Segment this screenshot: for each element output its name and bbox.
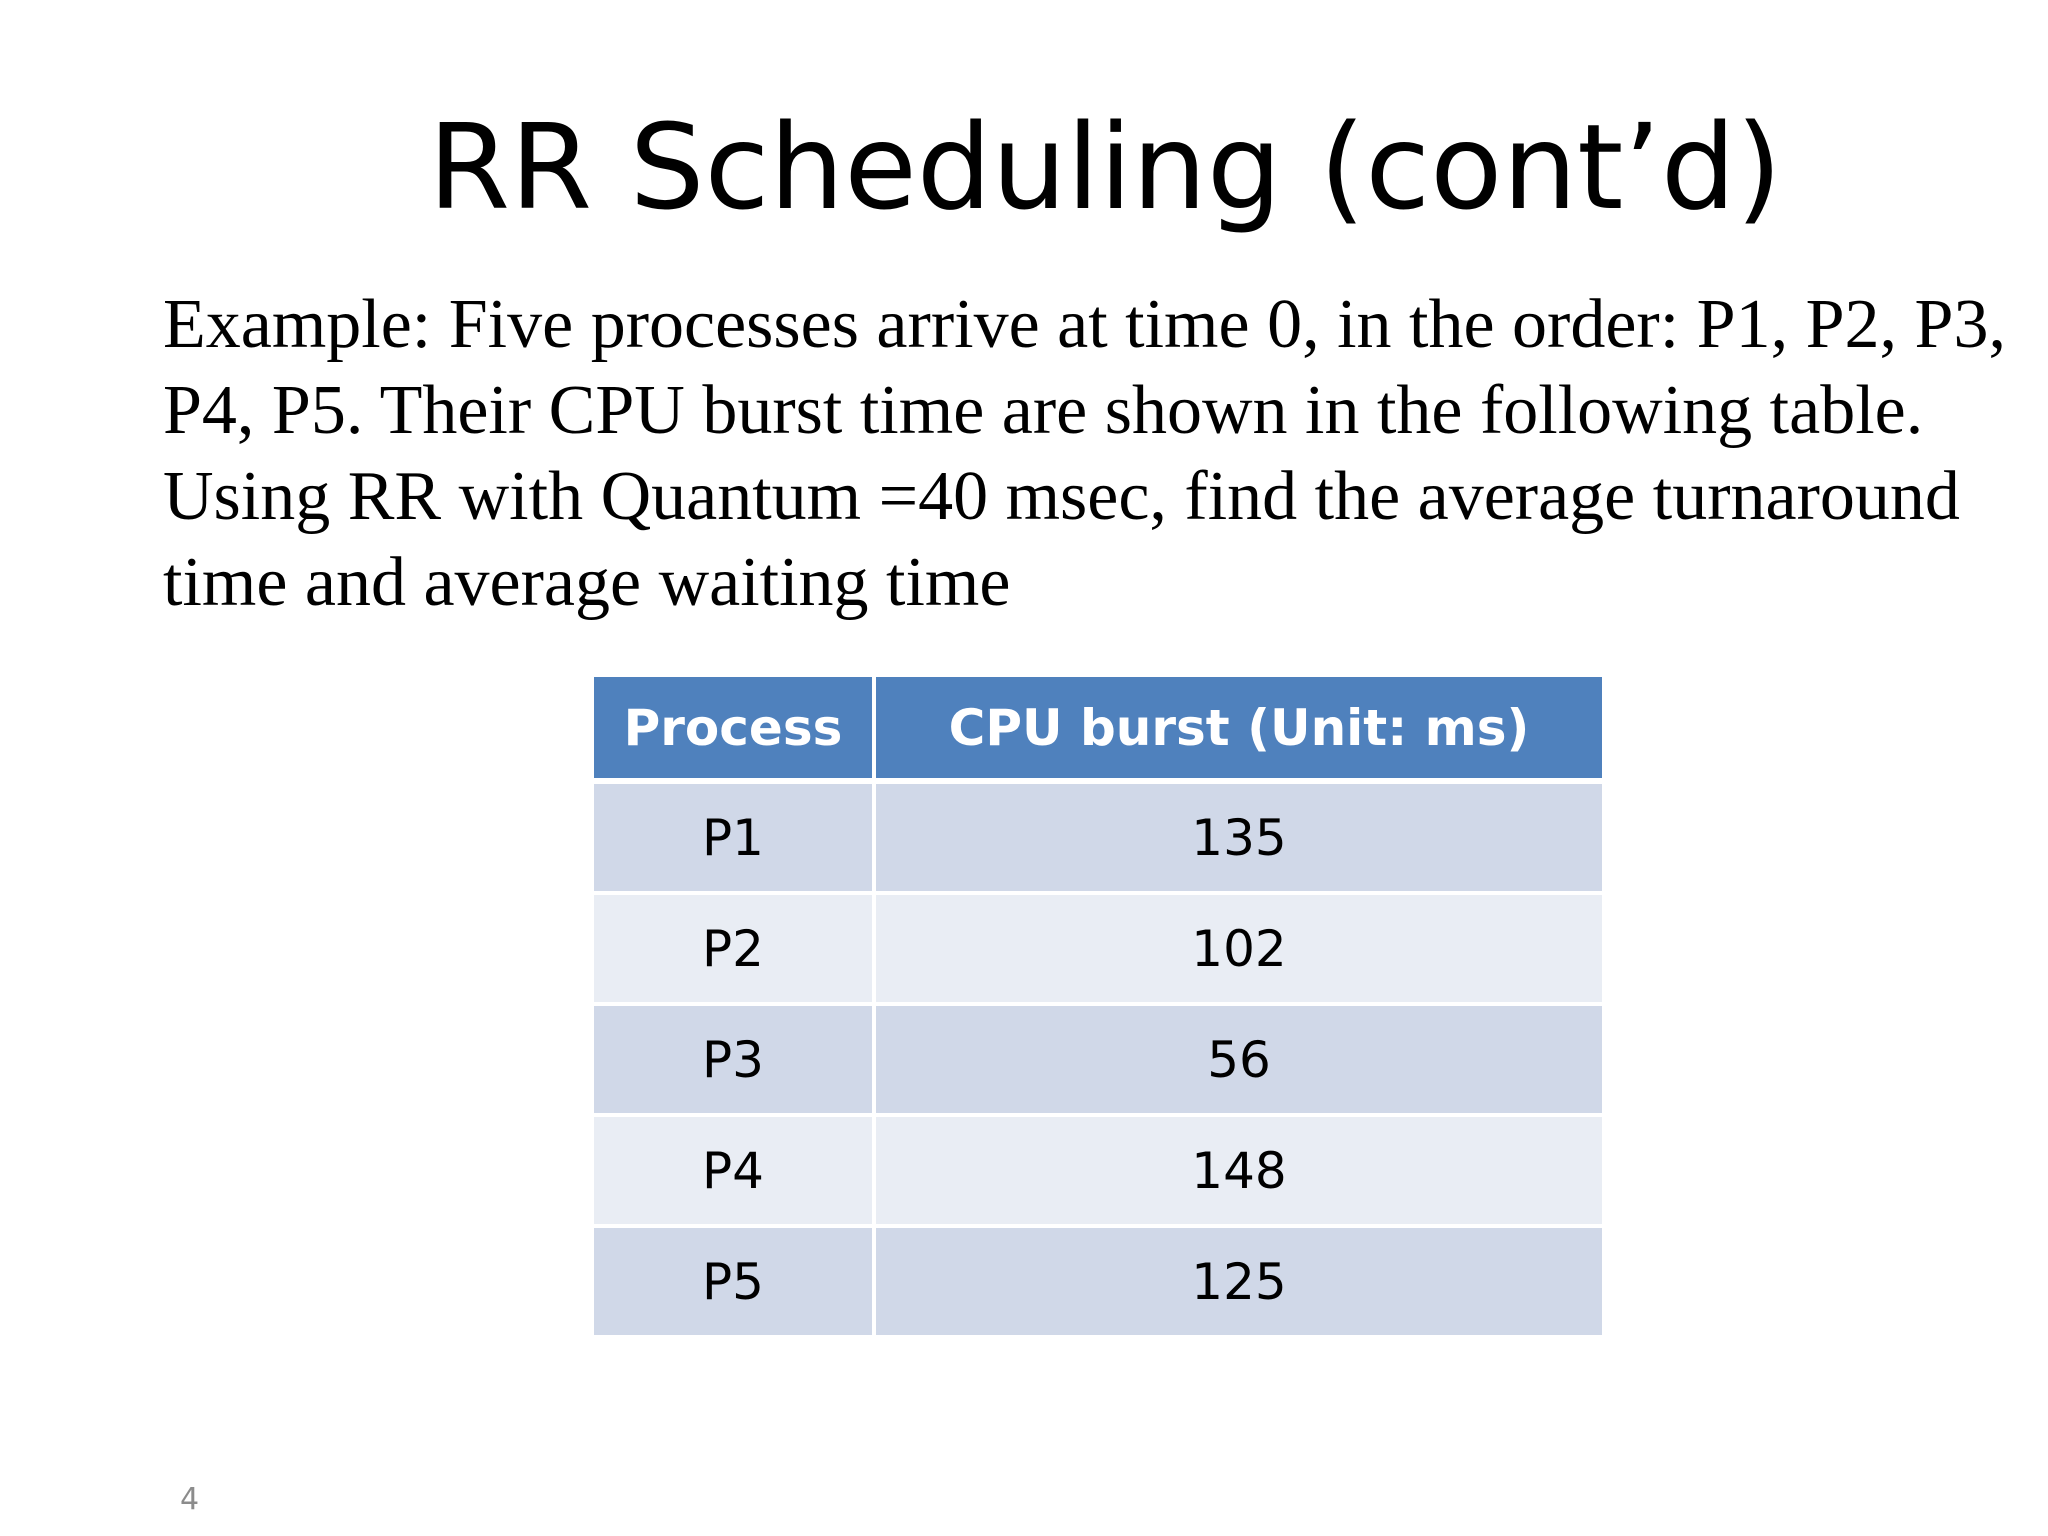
example-description: Example: Five processes arrive at time 0…	[163, 286, 2006, 621]
burst-cell: 148	[874, 1115, 1602, 1228]
process-cell: P3	[594, 1004, 876, 1117]
process-cell: P2	[594, 893, 876, 1006]
table-header-row: Process CPU burst (Unit: ms)	[594, 677, 1602, 784]
process-burst-table: Process CPU burst (Unit: ms) P1 135 P2 1…	[594, 677, 1602, 1339]
process-cell: P1	[594, 781, 876, 895]
burst-cell: 56	[874, 1004, 1602, 1117]
slide-title-text: RR Scheduling (cont’d)	[428, 98, 1782, 236]
process-cell: P5	[594, 1226, 876, 1339]
burst-cell: 125	[874, 1226, 1602, 1339]
burst-cell: 135	[874, 781, 1602, 895]
process-cell: P4	[594, 1115, 876, 1228]
table-row: P4 148	[594, 1115, 1602, 1228]
slide-title: RR Scheduling (cont’d)	[0, 98, 2048, 236]
header-cpu-burst: CPU burst (Unit: ms)	[874, 677, 1602, 784]
header-process: Process	[594, 677, 876, 784]
table-row: P2 102	[594, 893, 1602, 1006]
burst-cell: 102	[874, 893, 1602, 1006]
table-row: P1 135	[594, 781, 1602, 895]
table-row: P3 56	[594, 1004, 1602, 1117]
slide-number: 4	[180, 1482, 200, 1517]
table-row: P5 125	[594, 1226, 1602, 1339]
